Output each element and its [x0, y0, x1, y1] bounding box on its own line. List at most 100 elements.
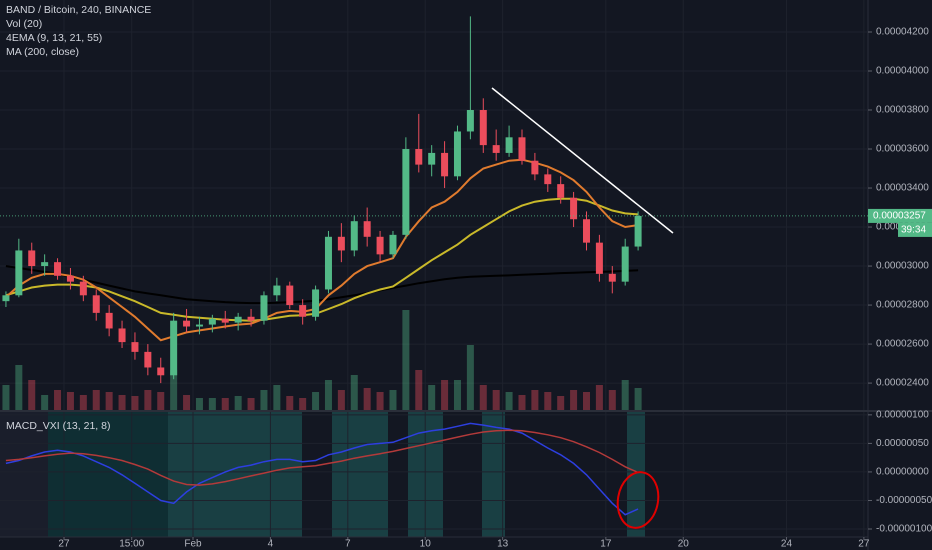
candle-body — [66, 275, 74, 282]
candle-body — [350, 221, 358, 251]
volume-bar — [350, 375, 358, 410]
candle-body — [337, 236, 345, 251]
volume-bar — [634, 388, 642, 410]
indicator-line — [5, 429, 639, 486]
volume-bar — [582, 392, 590, 410]
y-tick-label: 0.00003400 — [876, 183, 929, 194]
volume-bar — [247, 398, 255, 410]
candle-body — [79, 281, 87, 296]
volume-bar — [2, 385, 10, 410]
candle-body — [170, 320, 178, 376]
volume-bar — [118, 395, 126, 410]
x-tick-label: 10 — [420, 539, 432, 550]
volume-bar — [273, 385, 281, 410]
candle-body — [453, 131, 461, 177]
volume-bar — [453, 380, 461, 410]
volume-bar — [337, 390, 345, 410]
band — [332, 412, 388, 537]
volume-bar — [479, 385, 487, 410]
candle-body — [376, 236, 384, 255]
x-tick-label: 17 — [600, 539, 612, 550]
candle-body — [505, 137, 513, 153]
volume-bar — [415, 370, 423, 410]
countdown-tag — [898, 222, 932, 237]
candle-body — [247, 316, 255, 321]
candle-body — [531, 160, 539, 175]
x-tick-label: 24 — [781, 539, 793, 550]
band — [168, 412, 302, 537]
candle-body — [324, 236, 332, 290]
candle-body — [389, 234, 397, 255]
candle-body — [479, 110, 487, 146]
countdown-label: 39:34 — [901, 225, 926, 236]
candle-body — [183, 320, 191, 327]
volume-bar — [324, 380, 332, 410]
y-tick-label: -0.00000050 — [876, 495, 932, 506]
volume-bar — [363, 388, 371, 410]
candle-body — [234, 316, 242, 323]
candle-body — [105, 312, 113, 329]
volume-bar — [557, 396, 565, 410]
candle-body — [415, 149, 423, 165]
candle-body — [28, 250, 36, 267]
candle-body — [492, 145, 500, 153]
candle-body — [157, 367, 165, 376]
chart-title: BAND / Bitcoin, 240, BINANCE — [6, 4, 151, 16]
y-tick-label: -0.00000100 — [876, 524, 932, 535]
candle-body — [286, 285, 294, 306]
candle-body — [608, 273, 616, 282]
candle-body — [221, 318, 229, 323]
volume-bar — [312, 392, 320, 410]
x-tick-label: 7 — [345, 539, 351, 550]
last-price-tag — [868, 208, 932, 223]
volume-bar — [402, 310, 410, 410]
candle-body — [582, 219, 590, 243]
volume-bar — [389, 390, 397, 410]
volume-bar — [299, 398, 307, 410]
volume-bar — [208, 398, 216, 410]
trend-line — [491, 87, 674, 234]
signal-bands — [0, 412, 645, 537]
volume-bar — [66, 392, 74, 410]
candle-body — [208, 318, 216, 325]
band — [627, 412, 645, 537]
volume-bar — [531, 390, 539, 410]
candle-body — [195, 324, 203, 327]
overlay-line — [5, 265, 639, 305]
volume-bar — [144, 390, 152, 410]
band — [0, 412, 48, 537]
overlay-line — [5, 197, 639, 322]
y-tick-label: 0.00002400 — [876, 378, 929, 389]
volume-bar — [621, 380, 629, 410]
y-tick-label: 0.00002800 — [876, 300, 929, 311]
candle-body — [634, 215, 642, 247]
volume-bar — [15, 365, 23, 410]
volume-bar — [428, 385, 436, 410]
volume-bar — [505, 392, 513, 410]
y-tick-label: 0.00003800 — [876, 105, 929, 116]
study-label: Vol (20) — [6, 18, 42, 30]
y-tick-label: 0.00000100 — [876, 409, 929, 420]
volume-bar — [79, 395, 87, 410]
volume-bar — [92, 390, 100, 410]
y-tick-label: 0.00003600 — [876, 144, 929, 155]
x-tick-label: 27 — [58, 539, 70, 550]
candle-body — [595, 242, 603, 274]
candle-body — [544, 174, 552, 185]
candle-body — [621, 246, 629, 282]
volume-bar — [105, 392, 113, 410]
candle-body — [144, 351, 152, 368]
study-label: MA (200, close) — [6, 46, 79, 58]
y-tick-label: 0.00002600 — [876, 339, 929, 350]
volume-bar — [518, 395, 526, 410]
study-label: 4EMA (9, 13, 21, 55) — [6, 32, 102, 44]
volume-bar — [234, 396, 242, 410]
candle-body — [273, 285, 281, 296]
x-tick-label: 15:00 — [119, 539, 144, 550]
candle-body — [466, 110, 474, 132]
volume-bar — [595, 385, 603, 410]
